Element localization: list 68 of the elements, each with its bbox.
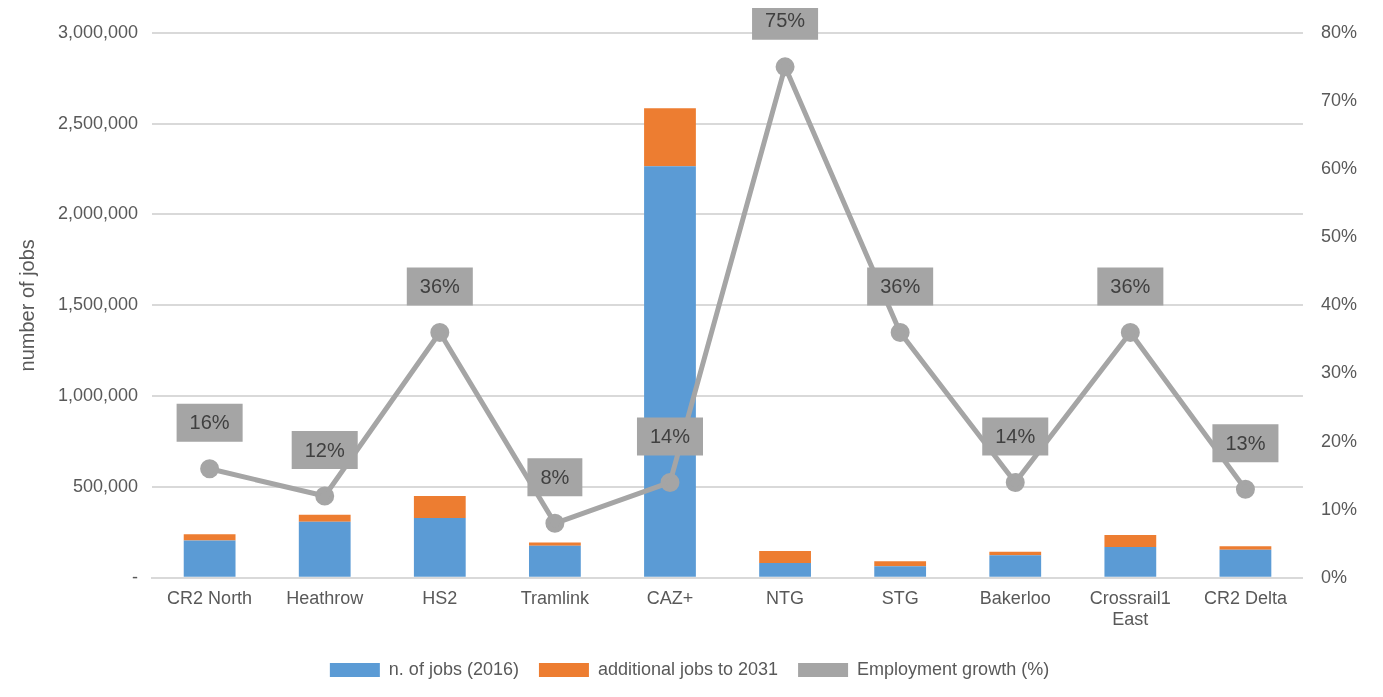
y-tick-label: 1,500,000 bbox=[58, 294, 139, 315]
x-tick-label: CAZ+ bbox=[646, 587, 694, 608]
point bbox=[1005, 472, 1025, 492]
data-label: 14% bbox=[649, 424, 691, 447]
bar bbox=[413, 496, 466, 519]
point bbox=[775, 57, 795, 77]
y2-tick-label: 80% bbox=[1320, 21, 1357, 42]
bar bbox=[759, 551, 811, 564]
y2-tick-label: 0% bbox=[1320, 566, 1347, 587]
bar bbox=[759, 563, 811, 577]
point bbox=[430, 323, 450, 343]
y-tick-label: - bbox=[132, 566, 139, 587]
bar bbox=[644, 108, 696, 167]
y2-tick-label: 10% bbox=[1320, 498, 1357, 519]
x-tick-label: NTG bbox=[766, 587, 805, 608]
bar bbox=[298, 521, 351, 577]
y-axis-title: number of jobs bbox=[15, 239, 38, 372]
data-label: 8% bbox=[540, 465, 570, 488]
bar bbox=[989, 555, 1042, 577]
point bbox=[660, 472, 680, 492]
point bbox=[1120, 323, 1140, 343]
bar bbox=[529, 545, 581, 577]
y-tick-label: 3,000,000 bbox=[58, 21, 139, 42]
point bbox=[315, 486, 335, 506]
x-tick-label: STG bbox=[881, 587, 919, 608]
data-label: 13% bbox=[1225, 431, 1266, 454]
point bbox=[890, 323, 910, 343]
bar bbox=[413, 518, 466, 577]
y2-tick-label: 70% bbox=[1320, 89, 1357, 110]
data-label: 75% bbox=[765, 9, 806, 32]
legend-label: n. of jobs (2016) bbox=[388, 658, 519, 679]
y-tick-label: 2,000,000 bbox=[58, 203, 139, 224]
bar bbox=[1219, 549, 1272, 577]
y-tick-label: 1,000,000 bbox=[58, 385, 139, 406]
bar bbox=[529, 542, 581, 546]
bar bbox=[1219, 546, 1272, 550]
bar bbox=[874, 566, 927, 577]
bar bbox=[1104, 534, 1157, 547]
bar bbox=[183, 534, 236, 541]
y2-tick-label: 20% bbox=[1320, 430, 1357, 451]
data-label: 14% bbox=[995, 424, 1036, 447]
bar bbox=[183, 540, 236, 577]
x-tick-label: Tramlink bbox=[520, 587, 591, 608]
data-label: 36% bbox=[880, 275, 921, 298]
bar bbox=[1104, 546, 1157, 577]
y2-tick-label: 30% bbox=[1320, 362, 1357, 383]
data-label: 36% bbox=[1110, 275, 1151, 298]
y-tick-label: 500,000 bbox=[73, 475, 139, 496]
data-label: 12% bbox=[304, 438, 345, 461]
x-tick-label: HS2 bbox=[422, 587, 458, 608]
x-tick-label: Bakerloo bbox=[979, 587, 1051, 608]
legend-label: additional jobs to 2031 bbox=[597, 658, 779, 679]
x-tick-label: CR2 North bbox=[167, 587, 253, 608]
data-label: 36% bbox=[419, 275, 461, 298]
y2-tick-label: 50% bbox=[1320, 226, 1357, 247]
y2-tick-label: 40% bbox=[1320, 294, 1357, 315]
x-tick-label: CR2 Delta bbox=[1203, 587, 1288, 608]
bar bbox=[298, 514, 351, 522]
point bbox=[545, 513, 565, 533]
point bbox=[1235, 479, 1255, 499]
y2-tick-label: 60% bbox=[1320, 158, 1357, 179]
y-tick-label: 2,500,000 bbox=[58, 112, 139, 133]
point bbox=[200, 459, 220, 479]
legend-label: Employment growth (%) bbox=[857, 658, 1050, 679]
x-tick-label: Crossrail1 East bbox=[1089, 587, 1171, 630]
x-tick-label: Heathrow bbox=[286, 587, 365, 608]
bar bbox=[874, 561, 927, 567]
data-label: 16% bbox=[189, 411, 230, 434]
